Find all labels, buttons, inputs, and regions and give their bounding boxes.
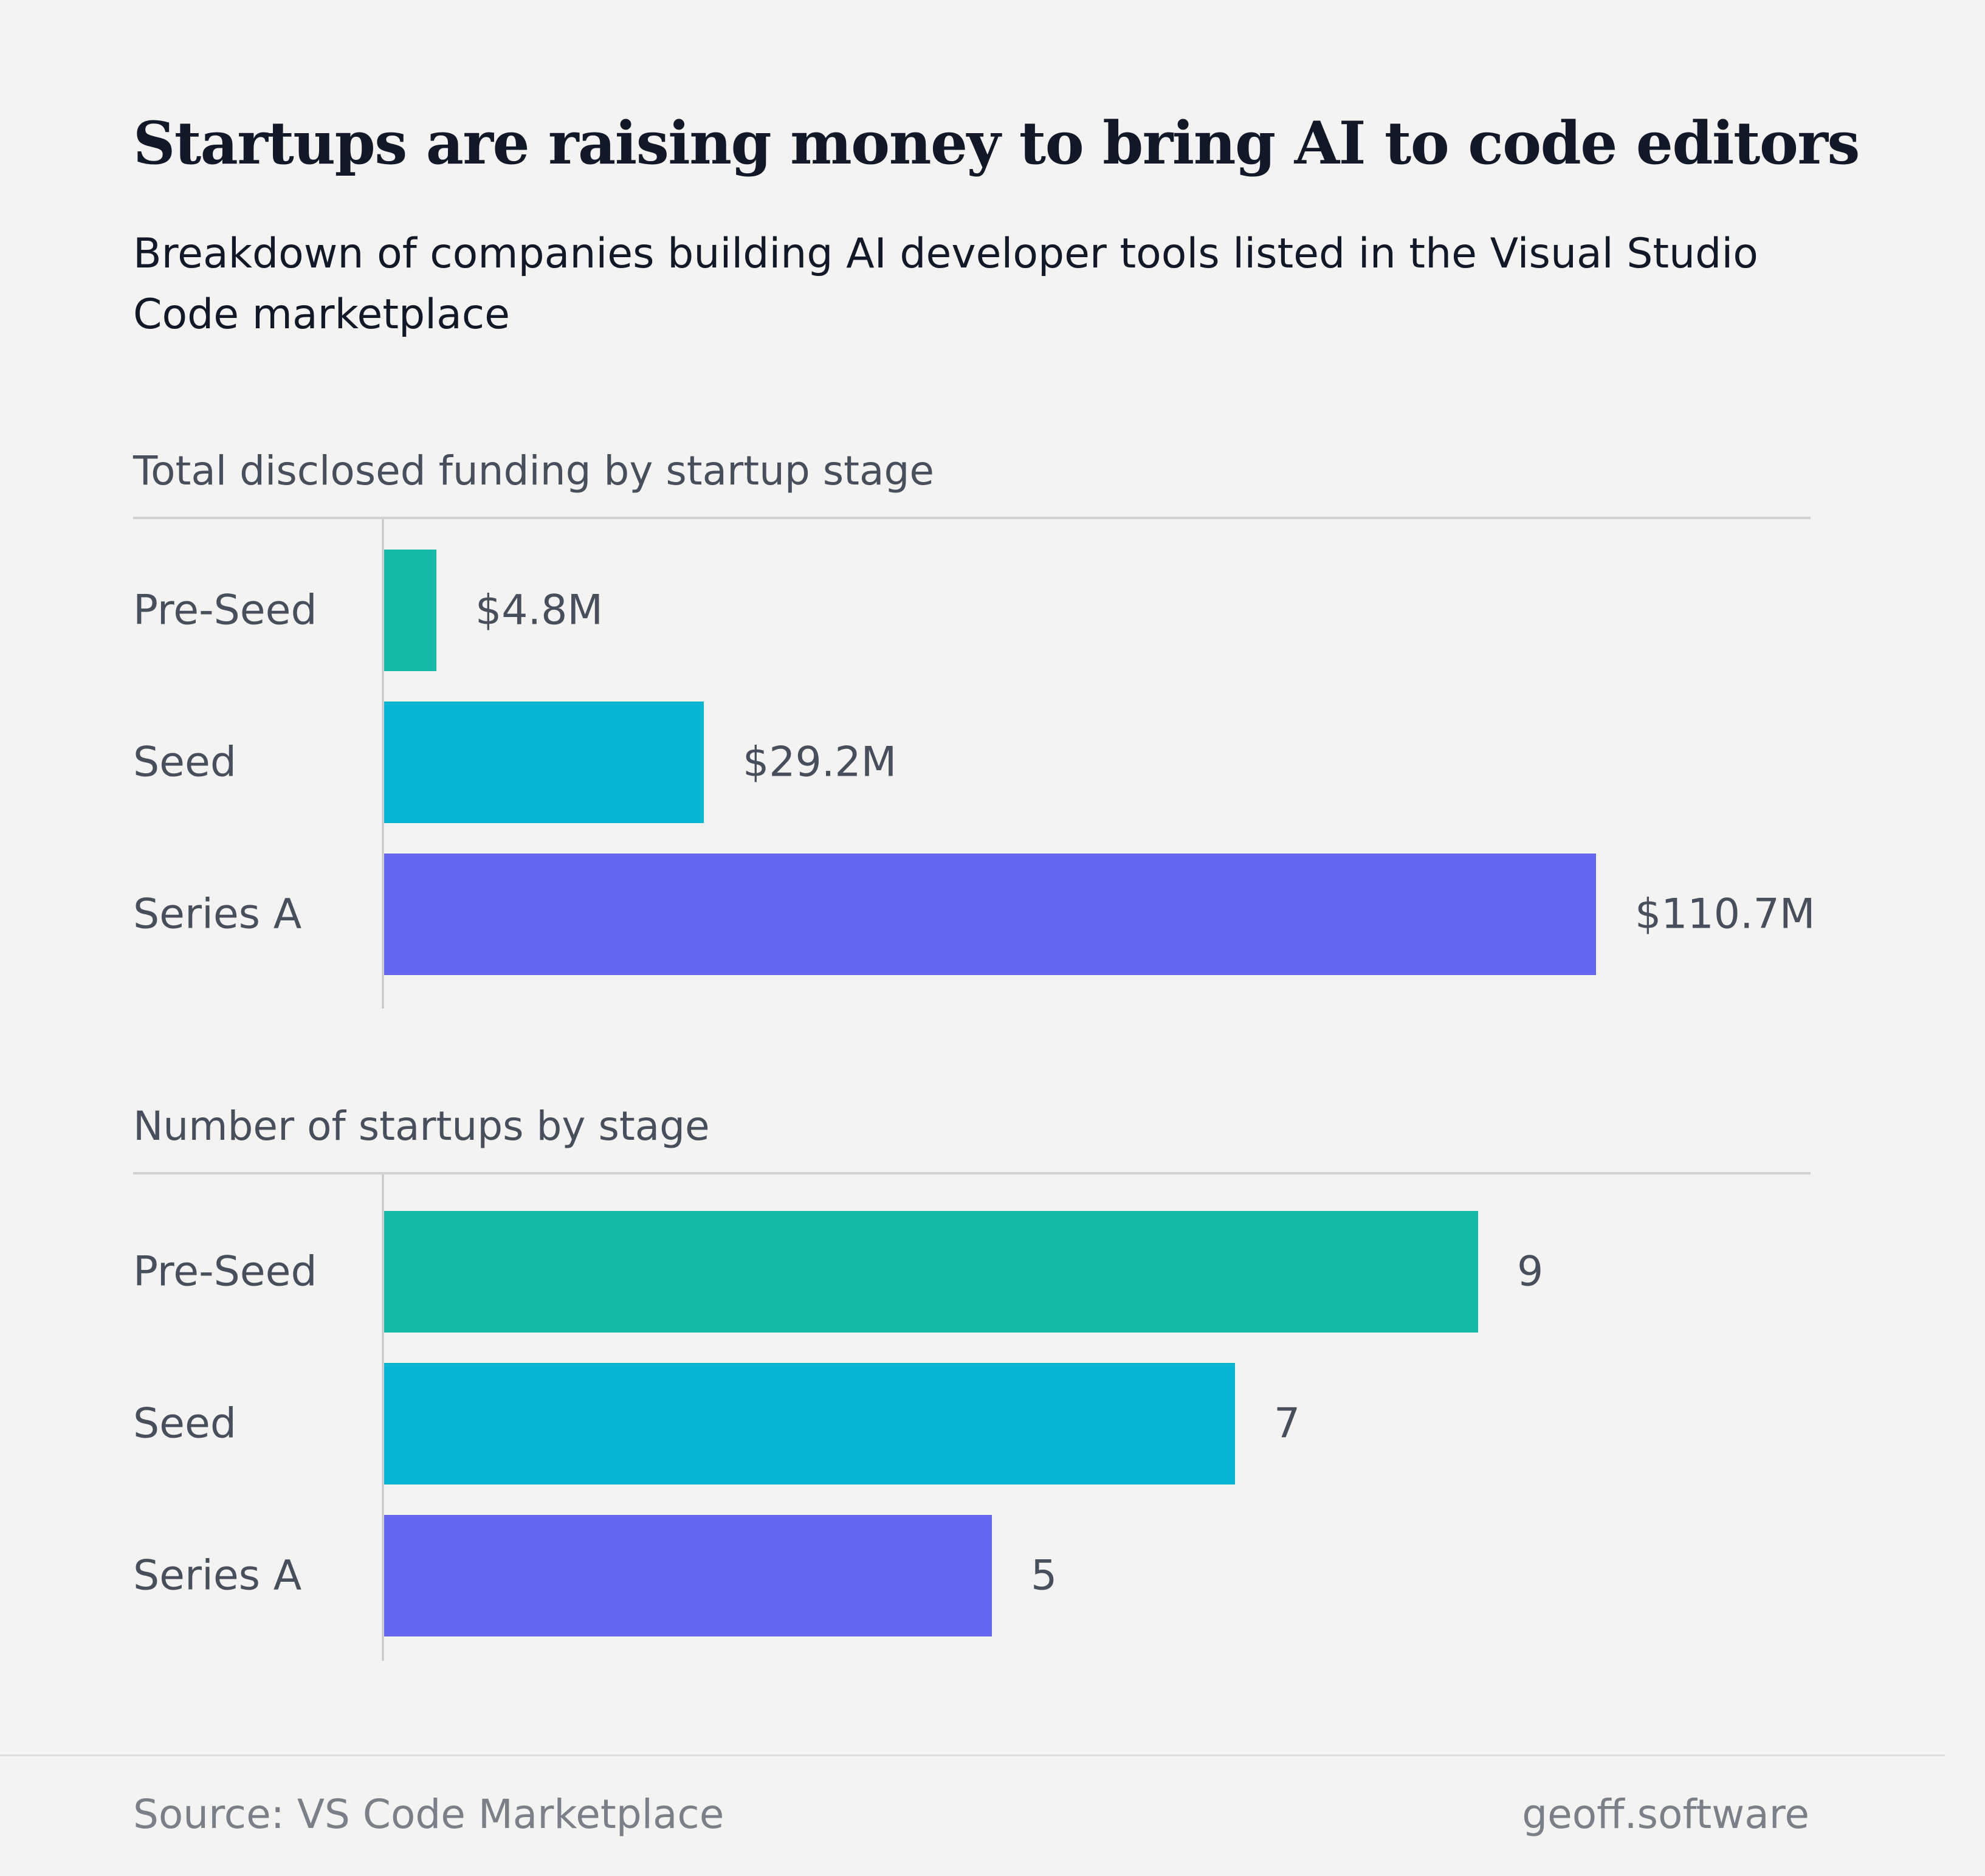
footer-divider — [0, 1754, 1945, 1756]
category-label-series-a: Series A — [133, 891, 301, 939]
funding-chart-title: Total disclosed funding by startup stage — [133, 447, 935, 494]
value-label-seed: $29.2M — [743, 739, 896, 787]
category-label-seed: Seed — [133, 739, 236, 787]
bar-series-a — [384, 854, 1596, 975]
count-chart-top-rule — [133, 1172, 1811, 1174]
count-bar-chart: Pre-Seed 9 Seed 7 Series A 5 — [133, 1174, 1543, 1661]
value-label-series-a: $110.7M — [1635, 891, 1815, 939]
category-label-seed: Seed — [133, 1400, 236, 1448]
chart-title: Startups are raising money to bring AI t… — [133, 109, 1860, 178]
funding-chart-top-rule — [133, 517, 1811, 519]
bar-series-a — [384, 1515, 992, 1636]
bar-pre-seed — [384, 1211, 1478, 1333]
chart-subtitle: Breakdown of companies building AI devel… — [133, 230, 1758, 339]
bar-pre-seed — [384, 550, 436, 671]
count-chart-title: Number of startups by stage — [133, 1103, 710, 1150]
category-label-pre-seed: Pre-Seed — [133, 1248, 317, 1296]
value-label-seed: 7 — [1274, 1400, 1300, 1448]
bar-seed — [384, 1363, 1235, 1485]
brand-credit: geoff.software — [1522, 1791, 1809, 1838]
category-label-series-a: Series A — [133, 1552, 301, 1600]
value-label-pre-seed: 9 — [1517, 1248, 1543, 1296]
category-label-pre-seed: Pre-Seed — [133, 587, 317, 635]
funding-bar-chart: Pre-Seed $4.8M Seed $29.2M Series A $110.7M — [133, 519, 1815, 1009]
value-label-pre-seed: $4.8M — [475, 587, 603, 635]
source-note: Source: VS Code Marketplace — [133, 1791, 724, 1838]
bar-seed — [384, 702, 704, 823]
value-label-series-a: 5 — [1031, 1552, 1057, 1600]
